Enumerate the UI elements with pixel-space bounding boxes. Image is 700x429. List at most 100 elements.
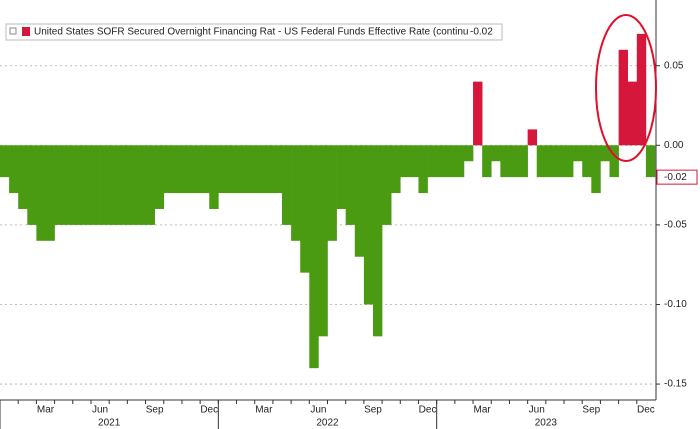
bar bbox=[54, 145, 64, 225]
bar bbox=[554, 145, 565, 178]
y-tick-label: -0.15 bbox=[664, 379, 687, 390]
bar bbox=[345, 145, 356, 225]
legend-swatch bbox=[22, 27, 30, 36]
legend-toggle[interactable] bbox=[9, 27, 17, 35]
bar bbox=[9, 145, 19, 194]
bar bbox=[45, 145, 55, 241]
bar bbox=[382, 145, 392, 225]
x-tick-label: Jun bbox=[529, 405, 545, 416]
bar bbox=[118, 145, 128, 225]
bar bbox=[491, 145, 501, 162]
legend-box bbox=[5, 23, 503, 41]
legend-label: United States SOFR Secured Overnight Fin… bbox=[34, 27, 468, 38]
bar bbox=[363, 145, 374, 305]
bar bbox=[181, 145, 192, 194]
bar bbox=[473, 81, 483, 146]
bar bbox=[518, 145, 528, 178]
bar bbox=[227, 145, 237, 194]
x-tick-label: Sep bbox=[364, 405, 382, 416]
bar bbox=[27, 145, 37, 225]
bar bbox=[645, 145, 656, 178]
bar bbox=[463, 145, 474, 162]
bar bbox=[136, 145, 146, 225]
bar bbox=[300, 145, 310, 273]
year-label: 2023 bbox=[535, 418, 558, 429]
x-tick-label: Dec bbox=[200, 405, 218, 416]
highlight-ellipse bbox=[595, 14, 657, 162]
bar bbox=[191, 145, 201, 194]
x-tick-label: Mar bbox=[255, 405, 273, 416]
bar bbox=[500, 145, 510, 178]
bar bbox=[618, 49, 629, 146]
bar bbox=[263, 145, 274, 194]
x-tick-label: Sep bbox=[582, 405, 600, 416]
bar bbox=[72, 145, 83, 225]
x-tick-label: Jun bbox=[92, 405, 108, 416]
bar bbox=[336, 145, 346, 209]
bar bbox=[327, 145, 337, 241]
bar bbox=[236, 145, 246, 194]
bar bbox=[354, 145, 365, 257]
bar bbox=[245, 145, 256, 194]
year-label: 2022 bbox=[316, 418, 339, 429]
year-label: 2021 bbox=[98, 418, 121, 429]
bar bbox=[200, 145, 210, 194]
bar bbox=[509, 145, 519, 178]
x-tick-label: Dec bbox=[637, 405, 655, 416]
bar bbox=[391, 145, 401, 194]
y-tick-label: 0.00 bbox=[664, 140, 684, 151]
x-tick-label: Dec bbox=[419, 405, 437, 416]
bar bbox=[282, 145, 292, 225]
bar bbox=[291, 145, 301, 241]
bar bbox=[81, 145, 92, 225]
bar bbox=[0, 145, 10, 178]
legend-last-value: -0.02 bbox=[470, 27, 493, 38]
bar bbox=[254, 145, 265, 194]
bar bbox=[127, 145, 137, 225]
bar bbox=[564, 145, 574, 178]
y-tick-label: 0.05 bbox=[664, 60, 684, 71]
x-tick-label: Mar bbox=[37, 405, 55, 416]
bar bbox=[36, 145, 46, 241]
bar bbox=[545, 145, 556, 178]
bar bbox=[63, 145, 74, 225]
bar bbox=[372, 145, 383, 337]
bar bbox=[609, 145, 619, 178]
x-tick-label: Mar bbox=[474, 405, 492, 416]
bar bbox=[318, 145, 328, 337]
bar bbox=[272, 145, 283, 194]
legend: United States SOFR Secured Overnight Fin… bbox=[5, 23, 503, 41]
y-tick-label: -0.10 bbox=[664, 299, 687, 310]
bar bbox=[418, 145, 428, 194]
bar bbox=[109, 145, 119, 225]
x-tick-label: Jun bbox=[310, 405, 326, 416]
bar bbox=[436, 145, 447, 178]
bar bbox=[172, 145, 183, 194]
bar bbox=[218, 145, 228, 194]
bar bbox=[600, 145, 610, 162]
bar bbox=[636, 33, 647, 146]
x-tick-label: Sep bbox=[146, 405, 164, 416]
bar bbox=[627, 81, 638, 146]
bar bbox=[591, 145, 601, 194]
bar bbox=[90, 145, 101, 225]
bar bbox=[145, 145, 155, 225]
bar bbox=[154, 145, 165, 209]
bar bbox=[445, 145, 456, 178]
bar bbox=[309, 145, 319, 369]
bar bbox=[400, 145, 410, 178]
y-tick-label: -0.05 bbox=[664, 220, 687, 231]
bar bbox=[209, 145, 219, 209]
last-value-label: -0.02 bbox=[664, 172, 687, 183]
bar bbox=[163, 145, 174, 194]
bar bbox=[573, 145, 583, 162]
bar bbox=[582, 145, 592, 178]
bar bbox=[427, 145, 437, 178]
last-value-box bbox=[656, 169, 698, 185]
bar bbox=[454, 145, 465, 178]
bar bbox=[482, 145, 492, 178]
bar bbox=[100, 145, 110, 225]
bar bbox=[527, 129, 538, 146]
bar bbox=[536, 145, 547, 178]
